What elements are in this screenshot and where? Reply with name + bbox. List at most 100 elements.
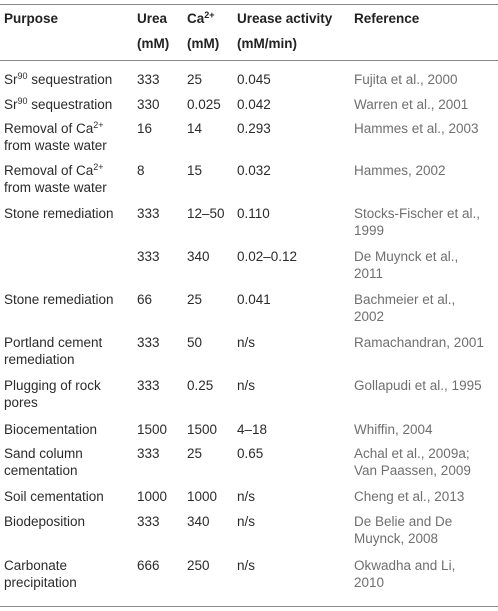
row2-purpose-sup: 90 <box>17 96 28 106</box>
row4-purpose-text: Removal of Ca <box>4 163 94 178</box>
row8-purpose-line2: remediation <box>4 352 75 367</box>
row12-calcium: 1000 <box>187 489 218 504</box>
row4-activity: 0.032 <box>237 163 271 178</box>
row4-purpose-line2: from waste water <box>4 180 107 195</box>
row5-urea: 333 <box>137 206 160 221</box>
row1-reference: Fujita et al., 2000 <box>354 72 458 87</box>
row1-activity: 0.045 <box>237 72 271 87</box>
row2-activity: 0.042 <box>237 97 271 112</box>
row4-purpose: Removal of Ca2+ <box>4 161 104 181</box>
row13-reference-line2: Muynck, 2008 <box>354 531 439 546</box>
row4-reference: Hammes, 2002 <box>354 163 446 178</box>
row2-reference: Warren et al., 2001 <box>354 97 469 112</box>
header-urea-line1: Urea <box>137 11 168 26</box>
row7-activity: 0.041 <box>237 292 271 307</box>
row5-reference-line2: 1999 <box>354 223 385 238</box>
row4-purpose-sup: 2+ <box>93 162 104 172</box>
row6-reference: De Muynck et al., <box>354 249 459 264</box>
row2-calcium: 0.025 <box>187 97 221 112</box>
row11-calcium: 25 <box>187 446 203 461</box>
header-urease-activity: Urease activity <box>237 11 333 26</box>
header-reference: Reference <box>354 11 420 26</box>
row7-purpose: Stone remediation <box>4 292 114 307</box>
row5-calcium: 12–50 <box>187 206 225 221</box>
row11-activity: 0.65 <box>237 446 264 461</box>
row14-purpose: Carbonate <box>4 558 68 573</box>
row7-urea: 66 <box>137 292 153 307</box>
row6-urea: 333 <box>137 249 160 264</box>
row10-purpose: Biocementation <box>4 422 98 437</box>
header-calcium: Ca2+ <box>187 9 215 29</box>
row3-calcium: 14 <box>187 121 203 136</box>
row11-reference-line2: Van Paassen, 2009 <box>354 463 471 478</box>
row5-reference: Stocks-Fischer et al., <box>354 206 481 221</box>
row14-reference: Okwadha and Li, <box>354 558 456 573</box>
row14-reference-line2: 2010 <box>354 575 385 590</box>
row1-purpose-tail: sequestration <box>27 72 113 87</box>
row6-reference-line2: 2011 <box>354 266 384 281</box>
row1-urea: 333 <box>137 72 160 87</box>
row12-activity: n/s <box>237 489 256 504</box>
row9-purpose: Plugging of rock <box>4 378 101 393</box>
row11-purpose-line2: cementation <box>4 463 78 478</box>
header-rule <box>0 60 498 61</box>
row2-purpose: Sr90 sequestration <box>4 95 112 115</box>
row4-calcium: 15 <box>187 163 203 178</box>
row7-reference-line2: 2002 <box>354 309 385 324</box>
row10-calcium: 1500 <box>187 422 218 437</box>
row1-purpose-text: Sr <box>4 72 18 87</box>
row1-purpose: Sr90 sequestration <box>4 70 112 90</box>
row13-purpose: Biodeposition <box>4 514 86 529</box>
row7-calcium: 25 <box>187 292 203 307</box>
row8-reference: Ramachandran, 2001 <box>354 335 484 350</box>
header-urease-activity-unit: (mM/min) <box>237 36 297 51</box>
row11-purpose: Sand column <box>4 446 83 461</box>
header-calcium-unit: (mM) <box>187 36 220 51</box>
row12-purpose: Soil cementation <box>4 489 104 504</box>
row8-urea: 333 <box>137 335 160 350</box>
header-urea: Urea <box>137 9 167 29</box>
row12-reference: Cheng et al., 2013 <box>354 489 465 504</box>
row9-reference: Gollapudi et al., 1995 <box>354 378 482 393</box>
row13-reference: De Belie and De <box>354 514 453 529</box>
header-urea-unit: (mM) <box>137 36 170 51</box>
row10-activity: 4–18 <box>237 422 268 437</box>
row8-calcium: 50 <box>187 335 203 350</box>
row13-calcium: 340 <box>187 514 210 529</box>
row14-urea: 666 <box>137 558 160 573</box>
row5-activity: 0.110 <box>237 206 270 221</box>
row2-urea: 330 <box>137 97 160 112</box>
header-calcium-base: Ca <box>187 11 205 26</box>
row3-reference: Hammes et al., 2003 <box>354 121 479 136</box>
row2-purpose-text: Sr <box>4 97 18 112</box>
row3-urea: 16 <box>137 121 153 136</box>
row9-purpose-line2: pores <box>4 395 38 410</box>
row4-urea: 8 <box>137 163 145 178</box>
row14-calcium: 250 <box>187 558 210 573</box>
row3-activity: 0.293 <box>237 121 271 136</box>
header-calcium-sup: 2+ <box>204 10 215 20</box>
row3-purpose-text: Removal of Ca <box>4 121 94 136</box>
row3-purpose-sup: 2+ <box>93 120 104 130</box>
row12-urea: 1000 <box>137 489 168 504</box>
row10-reference: Whiffin, 2004 <box>354 422 433 437</box>
row14-activity: n/s <box>237 558 256 573</box>
row6-calcium: 340 <box>187 249 210 264</box>
row6-activity: 0.02–0.12 <box>237 249 298 264</box>
row9-calcium: 0.25 <box>187 378 214 393</box>
row7-reference: Bachmeier et al., <box>354 292 456 307</box>
row11-urea: 333 <box>137 446 160 461</box>
row9-urea: 333 <box>137 378 160 393</box>
row8-activity: n/s <box>237 335 256 350</box>
bottom-rule <box>0 606 498 607</box>
row11-reference: Achal et al., 2009a; <box>354 446 470 461</box>
row13-activity: n/s <box>237 514 256 529</box>
header-purpose: Purpose <box>4 11 59 26</box>
row3-purpose-line2: from waste water <box>4 138 107 153</box>
row1-calcium: 25 <box>187 72 203 87</box>
top-rule <box>0 4 498 5</box>
row14-purpose-line2: precipitation <box>4 575 77 590</box>
row9-activity: n/s <box>237 378 256 393</box>
row3-purpose: Removal of Ca2+ <box>4 119 104 139</box>
